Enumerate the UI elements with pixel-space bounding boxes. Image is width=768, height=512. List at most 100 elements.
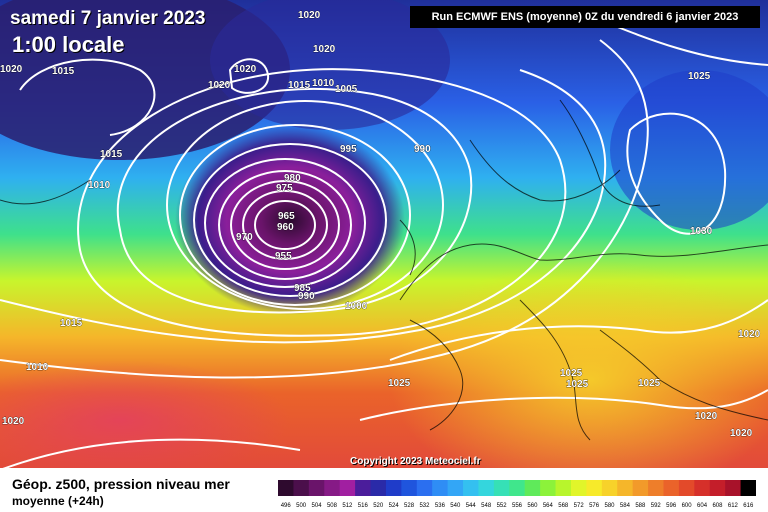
- legend-tick-label: 536: [435, 503, 446, 509]
- pressure-label: 1020: [738, 329, 761, 340]
- legend-swatch: [478, 480, 495, 496]
- legend-tick-label: 560: [527, 503, 538, 509]
- pressure-label: 1010: [26, 362, 49, 373]
- legend-tick-label: 520: [373, 503, 384, 509]
- pressure-label: 990: [298, 291, 315, 302]
- isobars: [0, 19, 768, 468]
- legend-swatch: [324, 480, 341, 496]
- forecast-date: samedi 7 janvier 2023: [10, 8, 206, 29]
- pressure-label: 1025: [638, 378, 661, 389]
- legend-swatch: [709, 480, 726, 496]
- legend-tick-label: 608: [712, 503, 723, 509]
- pressure-label: 1030: [690, 226, 713, 237]
- pressure-label: 955: [275, 251, 292, 262]
- legend-tick-label: 512: [342, 503, 353, 509]
- legend-tick-label: 508: [327, 503, 338, 509]
- legend-tick-label: 528: [404, 503, 415, 509]
- pressure-label: 1015: [60, 318, 83, 329]
- legend-tick-label: 556: [512, 503, 523, 509]
- legend-swatch: [308, 480, 325, 496]
- legend-swatch: [293, 480, 310, 496]
- legend-swatch: [370, 480, 387, 496]
- pressure-label: 975: [276, 183, 293, 194]
- legend-tick-label: 600: [682, 503, 693, 509]
- legend-tick-label: 500: [296, 503, 307, 509]
- legend-swatch: [509, 480, 526, 496]
- run-info: Run ECMWF ENS (moyenne) 0Z du vendredi 6…: [410, 6, 760, 28]
- pressure-label: 1015: [52, 66, 75, 77]
- legend-swatch: [339, 480, 356, 496]
- legend-swatch: [725, 480, 742, 496]
- legend-tick-label: 572: [574, 503, 585, 509]
- legend-tick-label: 540: [450, 503, 461, 509]
- legend-swatch: [493, 480, 510, 496]
- legend-tick-label: 612: [728, 503, 739, 509]
- pressure-labels: 1020 1015 1020 1020 1020 1020 1015 1010 …: [0, 10, 761, 440]
- pressure-label: 1025: [388, 378, 411, 389]
- pressure-label: 995: [340, 144, 357, 155]
- legend-tick-label: 580: [605, 503, 616, 509]
- legend-tick-label: 604: [697, 503, 708, 509]
- coastlines: [0, 99, 768, 441]
- legend-tick-label: 592: [651, 503, 662, 509]
- pressure-label: 1020: [0, 64, 23, 75]
- legend-tick-label: 504: [312, 503, 323, 509]
- pressure-label: 1020: [313, 44, 336, 55]
- legend-swatch: [432, 480, 449, 496]
- pressure-label: 960: [277, 222, 294, 233]
- legend-swatch: [355, 480, 372, 496]
- legend-tick-label: 496: [281, 503, 292, 509]
- legend-tick-label: 568: [558, 503, 569, 509]
- pressure-label: 990: [414, 144, 431, 155]
- east-cold: [610, 70, 768, 230]
- footer: Géop. z500, pression niveau mer moyenne …: [0, 468, 768, 512]
- legend-tick-label: 564: [543, 503, 554, 509]
- legend-swatch: [740, 480, 756, 496]
- pressure-label: 1015: [288, 80, 311, 91]
- color-legend: 496 500 504 508 512 516 520 524 528 532 536 540 544 5…: [278, 480, 756, 509]
- pressure-label: 1020: [298, 10, 321, 21]
- pressure-label: 1020: [695, 411, 718, 422]
- legend-tick-label: 616: [743, 503, 754, 509]
- legend-swatch: [540, 480, 557, 496]
- pressure-label: 1020: [234, 64, 257, 75]
- pressure-label: 1025: [566, 379, 589, 390]
- legend-tick-label: 532: [419, 503, 430, 509]
- legend-swatch: [278, 480, 294, 496]
- forecast-time: 1:00 locale: [12, 32, 125, 57]
- legend-swatch: [401, 480, 418, 496]
- legend-tick-label: 584: [620, 503, 631, 509]
- map-title: Géop. z500, pression niveau mer: [12, 476, 230, 492]
- pressure-label: 1000: [345, 301, 368, 312]
- weather-map: 1020 1015 1020 1020 1020 1020 1015 1010 …: [0, 0, 768, 468]
- pressure-label: 1025: [688, 71, 711, 82]
- map-subtitle: moyenne (+24h): [12, 494, 104, 508]
- copyright: Copyright 2023 Meteociel.fr: [350, 456, 481, 467]
- legend-swatch: [586, 480, 603, 496]
- legend-swatch: [447, 480, 464, 496]
- legend-tick-label: 552: [497, 503, 508, 509]
- legend-swatch: [524, 480, 541, 496]
- legend-swatch: [463, 480, 479, 496]
- pressure-label: 1010: [88, 180, 111, 191]
- legend-swatch: [694, 480, 711, 496]
- pressure-label: 1025: [560, 368, 583, 379]
- legend-tick-label: 516: [358, 503, 369, 509]
- pressure-label: 970: [236, 232, 253, 243]
- pressure-label: 1020: [208, 80, 231, 91]
- pressure-label: 1020: [730, 428, 753, 439]
- pressure-label: 985: [294, 283, 311, 294]
- legend-swatch: [617, 480, 634, 496]
- legend-tick-label: 596: [666, 503, 677, 509]
- legend-tick-label: 524: [389, 503, 400, 509]
- deep-low-core: [175, 125, 405, 315]
- pressure-label: 1010: [312, 78, 335, 89]
- pressure-label: 1005: [335, 84, 358, 95]
- pressure-label: 980: [284, 173, 301, 184]
- legend-swatch: [416, 480, 433, 496]
- legend-swatch: [663, 480, 680, 496]
- pressure-label: 965: [278, 211, 295, 222]
- legend-swatch: [648, 480, 664, 496]
- legend-tick-label: 576: [589, 503, 600, 509]
- legend-swatch: [385, 480, 402, 496]
